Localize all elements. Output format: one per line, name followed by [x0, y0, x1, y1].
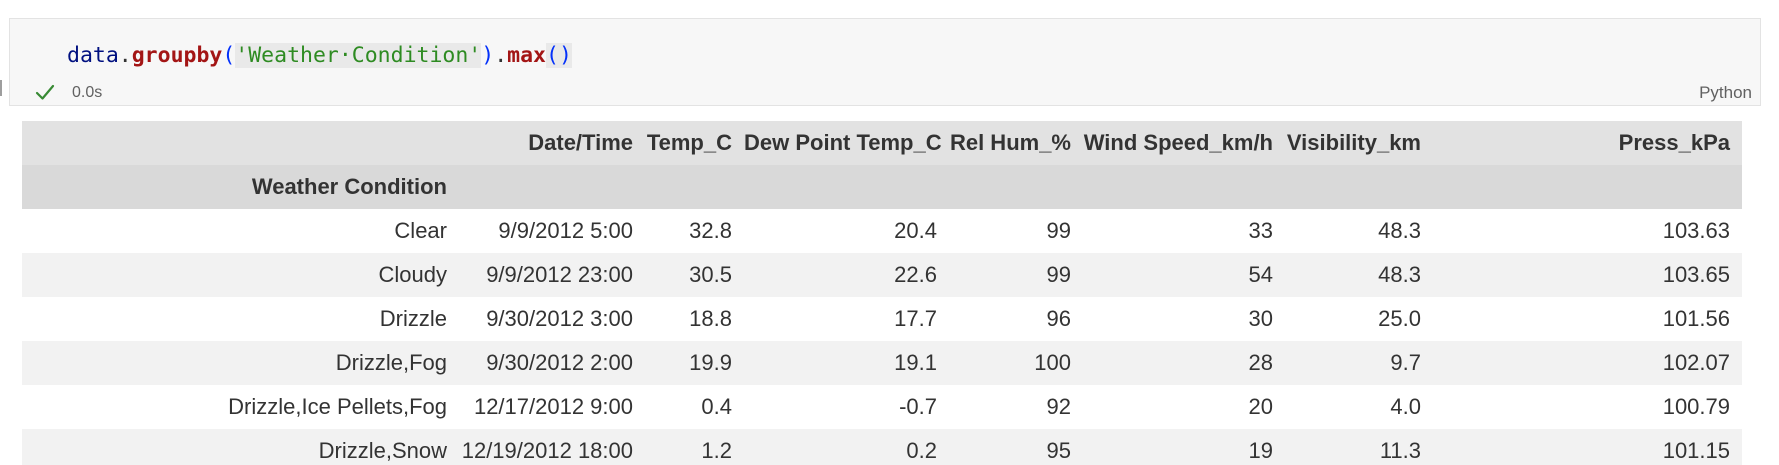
column-header: Temp_C [645, 121, 744, 165]
table-cell: 1.2 [645, 429, 744, 465]
empty-header-cell [645, 165, 744, 209]
table-cell: 99 [949, 253, 1083, 297]
table-row: Drizzle,Ice Pellets,Fog 12/17/2012 9:00 … [22, 385, 1742, 429]
table-cell: 19.1 [744, 341, 949, 385]
table-cell: 54 [1083, 253, 1285, 297]
table-cell: 17.7 [744, 297, 949, 341]
check-icon [35, 84, 55, 100]
code-editor-line[interactable]: data.groupby('Weather·Condition').max() [67, 41, 572, 71]
code-cell[interactable]: data.groupby('Weather·Condition').max() … [9, 18, 1761, 106]
table-cell: 18.8 [645, 297, 744, 341]
column-header: Press_kPa [1433, 121, 1742, 165]
cell-status-bar: 0.0s Python [10, 81, 1760, 105]
table-cell: 30.5 [645, 253, 744, 297]
table-row: Cloudy 9/9/2012 23:00 30.5 22.6 99 54 48… [22, 253, 1742, 297]
index-name-row: Weather Condition [22, 165, 1742, 209]
row-index-cell: Cloudy [22, 253, 459, 297]
table-cell: 99 [949, 209, 1083, 253]
table-row: Drizzle 9/30/2012 3:00 18.8 17.7 96 30 2… [22, 297, 1742, 341]
index-name-header: Weather Condition [22, 165, 459, 209]
table-cell: 9/30/2012 3:00 [459, 297, 645, 341]
table-row: Drizzle,Snow 12/19/2012 18:00 1.2 0.2 95… [22, 429, 1742, 465]
table-cell: 9/30/2012 2:00 [459, 341, 645, 385]
table-cell: 12/19/2012 18:00 [459, 429, 645, 465]
table-cell: 0.4 [645, 385, 744, 429]
column-header: Wind Speed_km/h [1083, 121, 1285, 165]
table-cell: 9/9/2012 5:00 [459, 209, 645, 253]
cell-gutter-marker [0, 80, 2, 96]
table-row: Drizzle,Fog 9/30/2012 2:00 19.9 19.1 100… [22, 341, 1742, 385]
dataframe-output: Date/Time Temp_C Dew Point Temp_C Rel Hu… [22, 121, 1742, 465]
table-cell: 12/17/2012 9:00 [459, 385, 645, 429]
table-cell: 20 [1083, 385, 1285, 429]
table-cell: 28 [1083, 341, 1285, 385]
row-index-cell: Drizzle,Ice Pellets,Fog [22, 385, 459, 429]
table-cell: 9.7 [1285, 341, 1433, 385]
table-cell: 32.8 [645, 209, 744, 253]
table-cell: 25.0 [1285, 297, 1433, 341]
table-cell: 92 [949, 385, 1083, 429]
table-cell: 22.6 [744, 253, 949, 297]
code-token-paren: ) [481, 43, 495, 68]
table-cell: 103.63 [1433, 209, 1742, 253]
table-cell: 20.4 [744, 209, 949, 253]
table-row: Clear 9/9/2012 5:00 32.8 20.4 99 33 48.3… [22, 209, 1742, 253]
table-cell: 100 [949, 341, 1083, 385]
table-cell: 30 [1083, 297, 1285, 341]
execution-time: 0.0s [72, 84, 103, 101]
table-cell: 4.0 [1285, 385, 1433, 429]
empty-header-cell [459, 165, 645, 209]
row-index-cell: Drizzle,Snow [22, 429, 459, 465]
table-cell: 101.15 [1433, 429, 1742, 465]
table-cell: 102.07 [1433, 341, 1742, 385]
table-cell: 0.2 [744, 429, 949, 465]
column-header: Visibility_km [1285, 121, 1433, 165]
empty-header-cell [1285, 165, 1433, 209]
code-token-method: max [507, 43, 546, 68]
table-cell: 96 [949, 297, 1083, 341]
column-header-row: Date/Time Temp_C Dew Point Temp_C Rel Hu… [22, 121, 1742, 165]
table-cell: 19 [1083, 429, 1285, 465]
code-token-variable: data [67, 43, 119, 68]
table-cell: 103.65 [1433, 253, 1742, 297]
row-index-cell: Drizzle [22, 297, 459, 341]
code-token-method: groupby [131, 43, 223, 68]
column-header: Date/Time [459, 121, 645, 165]
code-token-paren: ( [222, 43, 236, 68]
table-cell: 100.79 [1433, 385, 1742, 429]
table-cell: -0.7 [744, 385, 949, 429]
table-cell: 95 [949, 429, 1083, 465]
table-cell: 19.9 [645, 341, 744, 385]
table-cell: 11.3 [1285, 429, 1433, 465]
column-header: Rel Hum_% [949, 121, 1083, 165]
code-token-paren: () [546, 43, 572, 68]
column-header: Dew Point Temp_C [744, 121, 949, 165]
code-token-dot: . [494, 43, 508, 68]
table-cell: 48.3 [1285, 209, 1433, 253]
empty-header-cell [1083, 165, 1285, 209]
empty-header-cell [1433, 165, 1742, 209]
code-token-dot: . [118, 43, 132, 68]
empty-header-cell [744, 165, 949, 209]
empty-header-cell [949, 165, 1083, 209]
table-cell: 33 [1083, 209, 1285, 253]
cell-language-label[interactable]: Python [1699, 83, 1752, 102]
table-cell: 48.3 [1285, 253, 1433, 297]
table-cell: 101.56 [1433, 297, 1742, 341]
table-cell: 9/9/2012 23:00 [459, 253, 645, 297]
code-token-string: 'Weather·Condition' [235, 43, 482, 68]
row-index-cell: Drizzle,Fog [22, 341, 459, 385]
corner-header-cell [22, 121, 459, 165]
row-index-cell: Clear [22, 209, 459, 253]
